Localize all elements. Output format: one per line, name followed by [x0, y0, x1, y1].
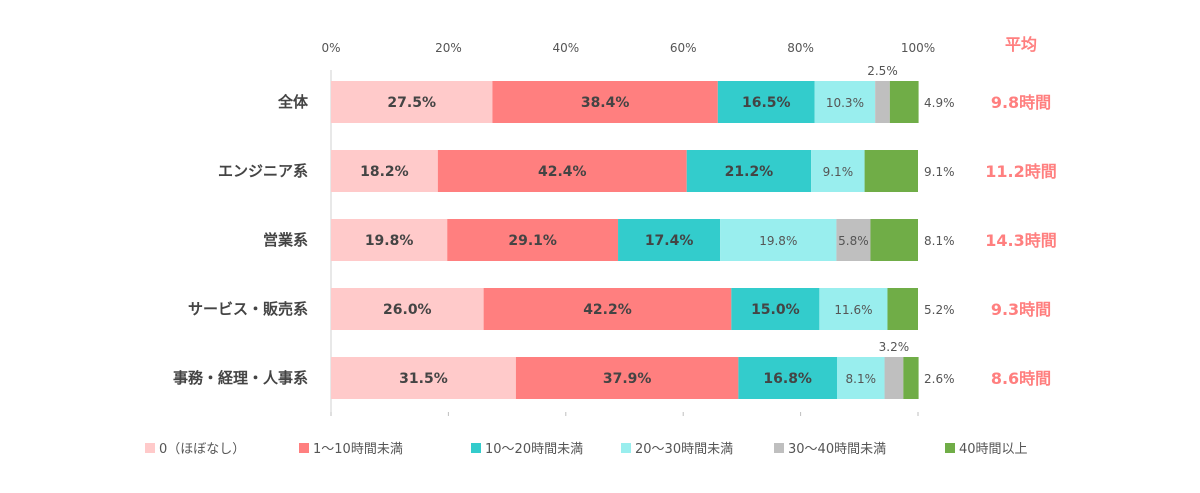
average-value: 9.3時間 [991, 300, 1051, 319]
segment-value-label: 3.2% [879, 340, 910, 354]
bar-segment [814, 81, 876, 123]
bar-segment [811, 150, 865, 192]
x-tick-label: 40% [552, 41, 579, 55]
category-label: 全体 [277, 93, 309, 111]
bar-segment [819, 288, 888, 330]
bar-segment [483, 288, 732, 330]
bar-segment [492, 81, 718, 123]
average-value: 8.6時間 [991, 369, 1051, 388]
segment-value-label: 8.1% [924, 234, 955, 248]
bar-segment [331, 150, 438, 192]
bar-segment [870, 219, 918, 261]
segment-value-label: 16.5% [742, 95, 791, 111]
bar-segment [331, 288, 484, 330]
bar-segment [731, 288, 820, 330]
bar-segment [437, 150, 687, 192]
legend-label: 10〜20時間未満 [485, 442, 583, 457]
segment-value-label: 2.6% [924, 372, 955, 386]
segment-value-label: 29.1% [508, 233, 557, 249]
bar-segment [889, 81, 919, 123]
segment-value-label: 5.8% [838, 234, 869, 248]
legend-label: 1〜10時間未満 [313, 442, 403, 457]
bar-segment [864, 150, 918, 192]
legend-swatch [774, 443, 784, 453]
legend-swatch [945, 443, 955, 453]
segment-value-label: 11.6% [834, 303, 872, 317]
bar-segment [836, 357, 885, 399]
segment-value-label: 38.4% [581, 95, 630, 111]
x-tick-label: 80% [787, 41, 814, 55]
bar-segment [515, 357, 739, 399]
segment-value-label: 21.2% [725, 164, 774, 180]
legend-label: 40時間以上 [959, 442, 1028, 457]
average-value: 11.2時間 [985, 162, 1056, 181]
segment-value-label: 26.0% [383, 302, 432, 318]
segment-value-label: 8.1% [846, 372, 877, 386]
segment-value-label: 4.9% [924, 96, 955, 110]
segment-value-label: 9.1% [823, 165, 854, 179]
segment-value-label: 10.3% [826, 96, 864, 110]
category-label: エンジニア系 [218, 162, 308, 180]
bar-segment [903, 357, 919, 399]
bar-segment [331, 219, 448, 261]
segment-value-label: 27.5% [387, 95, 436, 111]
category-label: 事務・経理・人事系 [173, 369, 308, 387]
bar-segment [836, 219, 871, 261]
segment-value-label: 15.0% [751, 302, 800, 318]
x-tick-label: 20% [435, 41, 462, 55]
segment-value-label: 37.9% [603, 371, 652, 387]
segment-value-label: 19.8% [365, 233, 414, 249]
bar-segment [331, 81, 493, 123]
segment-value-label: 16.8% [763, 371, 812, 387]
segment-value-label: 5.2% [924, 303, 955, 317]
legend-swatch [621, 443, 631, 453]
segment-value-label: 19.8% [759, 234, 797, 248]
x-tick-label: 100% [901, 41, 935, 55]
bar-segment [618, 219, 721, 261]
average-title: 平均 [1005, 35, 1037, 54]
average-value: 14.3時間 [985, 231, 1056, 250]
x-tick-label: 60% [670, 41, 697, 55]
bar-segment [884, 357, 904, 399]
bar-segment [875, 81, 890, 123]
segment-value-label: 18.2% [360, 164, 409, 180]
average-value: 9.8時間 [991, 93, 1051, 112]
bar-segment [720, 219, 837, 261]
legend-label: 30〜40時間未満 [788, 442, 886, 457]
segment-value-label: 2.5% [867, 64, 898, 78]
segment-value-label: 31.5% [399, 371, 448, 387]
bar-segment [738, 357, 837, 399]
segment-value-label: 42.2% [583, 302, 632, 318]
legend-swatch [299, 443, 309, 453]
bar-segment [686, 150, 812, 192]
segment-value-label: 9.1% [924, 165, 955, 179]
x-tick-label: 0% [321, 41, 340, 55]
category-label: サービス・販売系 [188, 300, 308, 318]
bar-segment [887, 288, 918, 330]
bar-segment [447, 219, 619, 261]
bar-segment [331, 357, 516, 399]
bar-segment [717, 81, 815, 123]
legend-swatch [145, 443, 155, 453]
legend-label: 0（ほぼなし） [159, 442, 245, 457]
segment-value-label: 17.4% [645, 233, 694, 249]
legend-label: 20〜30時間未満 [635, 442, 733, 457]
legend-swatch [471, 443, 481, 453]
category-label: 営業系 [263, 231, 308, 249]
segment-value-label: 42.4% [538, 164, 587, 180]
